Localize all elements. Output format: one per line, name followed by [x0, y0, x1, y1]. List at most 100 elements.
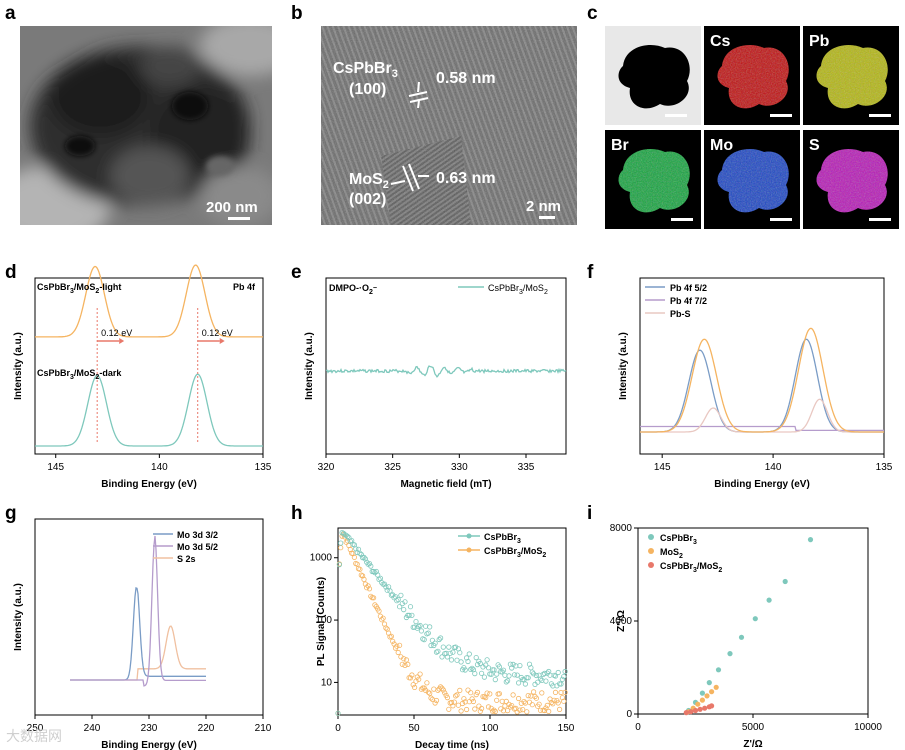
decay-point: [435, 648, 441, 654]
decay-point: [401, 656, 407, 662]
decay-point: [470, 698, 476, 705]
x-tick-label: 140: [151, 462, 168, 473]
x-tick-label: 135: [255, 462, 272, 473]
nyquist-point: [704, 693, 710, 699]
decay-point: [451, 699, 457, 705]
decay-point: [506, 701, 512, 707]
y-axis-label: Intensity (a.u.): [304, 332, 315, 400]
panel-label-f: f: [587, 262, 594, 283]
x-tick-label: 10000: [854, 722, 882, 733]
decay-point: [529, 702, 535, 708]
decay-point: [371, 568, 377, 575]
decay-point: [409, 612, 415, 618]
decay-point: [491, 667, 497, 673]
eds-scale-bar: [665, 114, 687, 117]
decay-point: [436, 636, 442, 643]
decay-point: [388, 633, 395, 639]
plane-label-1: (100): [349, 81, 387, 98]
decay-point: [383, 625, 389, 631]
decay-point: [481, 674, 487, 680]
decay-point: [483, 662, 489, 668]
plot-frame: [34, 518, 264, 716]
decay-point: [546, 708, 552, 714]
x-tick-label: 5000: [742, 722, 765, 733]
decay-point: [368, 593, 374, 599]
decay-point: [402, 599, 408, 605]
panel-label-g: g: [5, 503, 17, 524]
nyquist-point: [683, 710, 689, 716]
decay-point: [402, 662, 408, 668]
x-tick-label: 250: [27, 723, 44, 734]
decay-point: [485, 665, 492, 671]
decay-point: [440, 644, 446, 650]
decay-point: [468, 690, 474, 696]
decay-point: [390, 638, 396, 644]
eds-map-s: S: [803, 130, 899, 229]
decay-point: [424, 680, 430, 686]
shift-label: 0.12 eV: [101, 328, 132, 338]
legend-label: S 2s: [177, 554, 196, 564]
decay-point: [394, 643, 400, 649]
decay-point: [544, 702, 550, 708]
x-tick-label: 145: [654, 462, 671, 473]
decay-point: [531, 671, 537, 677]
legend-label: CsPbBr3: [484, 532, 521, 545]
chart-h: 0 50 100 150 Decay time (ns) PL Signal (Count…: [310, 527, 575, 750]
decay-point: [432, 640, 438, 646]
decay-point: [536, 701, 542, 707]
decay-point: [484, 690, 490, 696]
x-axis-label: Binding Energy (eV): [714, 479, 810, 490]
tem-scale-bar: [228, 217, 250, 220]
series-label-light: CsPbBr3/MoS2-light: [37, 282, 121, 295]
eds-scale-bar: [869, 218, 891, 221]
y-tick-label: 100: [315, 615, 332, 626]
nyquist-point: [727, 651, 733, 657]
decay-point: [459, 700, 466, 707]
decay-point: [552, 689, 559, 695]
decay-point: [418, 628, 424, 634]
decay-point: [461, 696, 467, 702]
decay-point: [421, 637, 427, 643]
decay-point: [435, 687, 441, 693]
nyquist-point: [699, 697, 705, 703]
decay-point: [477, 708, 483, 714]
decay-point: [476, 703, 482, 709]
decay-point: [491, 707, 497, 713]
panel-label-a: a: [5, 3, 16, 24]
decay-point: [542, 670, 548, 676]
decay-point: [407, 675, 414, 681]
decay-point: [351, 554, 358, 560]
chart-d: 145 140 135 Binding Energy (eV) Intensity (a…: [13, 264, 272, 490]
decay-point: [372, 570, 378, 576]
chart-e: 320 325 330 335 Magnetic field (mT) Intensity…: [304, 277, 567, 490]
decay-point: [535, 679, 541, 685]
spacing-markers: [390, 81, 429, 192]
haadf-particle: [618, 45, 690, 109]
decay-point: [539, 690, 545, 696]
decay-point: [494, 671, 500, 677]
decay-point: [472, 671, 478, 677]
nyquist-point: [807, 537, 814, 543]
decay-point: [453, 644, 459, 650]
decay-point: [383, 584, 389, 590]
nyquist-point: [766, 597, 772, 603]
shift-arrowhead: [219, 338, 225, 344]
decay-point: [412, 684, 418, 690]
nyquist-point: [692, 707, 699, 714]
decay-point: [338, 540, 344, 546]
decay-point: [479, 670, 485, 676]
decay-point: [417, 671, 423, 677]
decay-point: [468, 666, 474, 672]
fit-component: [70, 535, 206, 687]
decay-point: [338, 545, 344, 551]
x-tick-label: 140: [765, 462, 782, 473]
nyquist-series: [686, 537, 814, 714]
decay-point: [555, 700, 561, 706]
tem-texture: [20, 26, 272, 225]
nyquist-point: [706, 680, 712, 686]
crystal-label-2: MoS2: [349, 171, 389, 192]
eds-element-label: Pb: [809, 33, 830, 50]
decay-point: [457, 650, 463, 656]
decay-point: [376, 576, 382, 583]
decay-point: [505, 678, 511, 684]
